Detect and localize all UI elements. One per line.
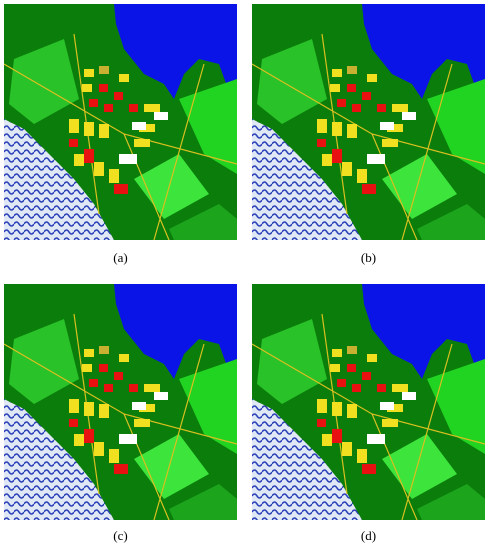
panel-image	[252, 284, 485, 520]
panel-image	[252, 4, 485, 240]
caption: (d)	[360, 528, 377, 543]
panel-image	[4, 284, 237, 520]
caption: (c)	[113, 528, 128, 543]
caption: (b)	[360, 250, 377, 265]
panel-image	[4, 4, 237, 240]
caption: (a)	[113, 250, 128, 265]
